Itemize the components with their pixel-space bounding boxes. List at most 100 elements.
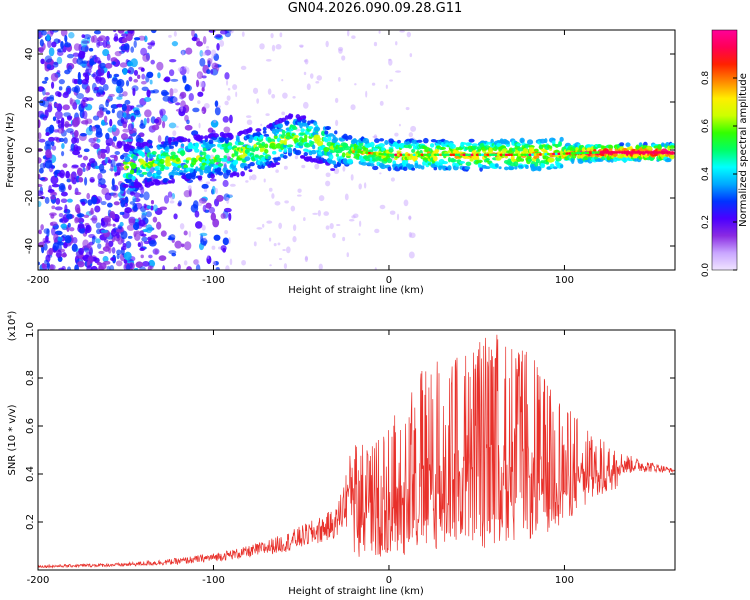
spectrogram-noise-blob [351, 35, 356, 39]
spectrogram-noise-blob [259, 43, 265, 50]
spectrogram-noise-blob [38, 48, 44, 52]
spectrogram-noise-blob [135, 230, 140, 234]
spectrogram-noise-blob [203, 103, 210, 109]
spectrogram-noise-blob [114, 33, 119, 41]
spectrogram-noise-blob [38, 167, 44, 174]
spectrogram-noise-blob [95, 196, 103, 204]
spectrogram-ridge-blob [505, 140, 510, 145]
spectrogram-noise-blob [105, 62, 113, 69]
spectrogram-ridge-blob [526, 139, 534, 145]
spectrogram-ridge-blob [466, 166, 471, 170]
spectrogram-noise-blob [279, 32, 283, 38]
spectrogram-noise-blob [143, 203, 147, 209]
spectrogram-ridge-core [533, 153, 538, 156]
spectrogram-noise-blob [133, 267, 139, 270]
spectrogram-ridge-blob [232, 167, 238, 173]
spectrogram-noise-blob [60, 30, 68, 37]
spectrogram-ridge-core [417, 153, 422, 157]
spectrogram-ridge-blob [537, 166, 542, 172]
spectrogram-noise-blob [323, 211, 330, 216]
spectrogram-noise-blob [265, 58, 272, 62]
spectrogram-noise-blob [61, 143, 65, 150]
spectrogram-noise-blob [150, 200, 155, 205]
spectrogram-ridge-blob [669, 145, 675, 149]
spectrogram-noise-blob [157, 72, 161, 79]
spectrogram-y-tick-label: 40 [24, 48, 35, 61]
spectrogram-noise-blob [379, 204, 386, 210]
spectrogram-noise-blob [222, 179, 229, 188]
spectrogram-noise-blob [119, 62, 128, 68]
spectrogram-ridge-blob [432, 155, 438, 162]
spectrogram-noise-blob [203, 237, 207, 242]
spectrogram-noise-blob [409, 232, 416, 239]
spectrogram-ridge-blob [473, 155, 479, 160]
spectrogram-ridge-blob [447, 156, 452, 163]
spectrogram-noise-blob [206, 45, 210, 49]
spectrogram-noise-blob [180, 105, 184, 112]
spectrogram-noise-blob [173, 213, 178, 220]
spectrogram-ridge-blob [321, 130, 326, 137]
spectrogram-noise-blob [150, 265, 154, 270]
spectrogram-ridge-blob [248, 127, 253, 132]
spectrogram-noise-blob [122, 128, 131, 133]
spectrogram-noise-blob [178, 200, 182, 207]
spectrogram-noise-blob [133, 231, 137, 237]
spectrogram-noise-blob [95, 238, 101, 244]
spectrogram-ridge-blob [194, 148, 200, 153]
spectrogram-noise-blob [124, 207, 132, 214]
spectrogram-ridge-blob [328, 154, 334, 160]
spectrogram-noise-blob [152, 204, 158, 212]
spectrogram-noise-blob [102, 40, 108, 48]
spectrogram-ridge-blob [327, 135, 332, 142]
spectrogram-noise-blob [95, 74, 102, 84]
spectrogram-noise-blob [72, 236, 78, 244]
spectrogram-noise-blob [93, 86, 99, 91]
spectrogram-ridge-core [515, 153, 519, 157]
spectrogram-noise-blob [281, 111, 286, 116]
spectrogram-noise-blob [198, 122, 201, 129]
spectrogram-ridge-blob [261, 141, 266, 146]
spectrogram-ridge-blob [434, 148, 440, 153]
spectrogram-noise-blob [133, 192, 141, 198]
spectrogram-ridge-blob [360, 161, 368, 166]
spectrogram-noise-blob [395, 70, 401, 73]
spectrogram-noise-blob [170, 78, 179, 82]
spectrogram-noise-blob [39, 177, 46, 181]
spectrogram-noise-blob [132, 196, 137, 203]
spectrogram-ridge-blob [141, 141, 148, 147]
spectrogram-noise-blob [405, 106, 410, 111]
spectrogram-noise-blob [90, 142, 98, 148]
spectrogram-noise-blob [292, 236, 297, 243]
spectrogram-noise-blob [100, 200, 107, 206]
spectrogram-noise-blob [81, 78, 89, 85]
spectrogram-ridge-core [541, 153, 546, 156]
spectrogram-noise-blob [136, 104, 144, 108]
spectrogram-noise-blob [133, 40, 137, 48]
spectrogram-noise-blob [54, 90, 61, 97]
spectrogram-noise-blob [110, 257, 116, 262]
spectrogram-noise-blob [54, 206, 63, 211]
spectrogram-noise-blob [54, 110, 63, 120]
spectrogram-noise-blob [55, 197, 61, 205]
spectrogram-noise-blob [79, 198, 85, 203]
spectrogram-noise-blob [76, 92, 85, 100]
spectrogram-noise-blob [66, 53, 74, 59]
spectrogram-ridge-core [494, 153, 498, 157]
spectrogram-ridge-blob [484, 158, 491, 161]
spectrogram-noise-blob [39, 39, 44, 47]
spectrogram-noise-blob [128, 218, 136, 226]
spectrogram-y-tick-label: -20 [24, 190, 35, 206]
spectrogram-noise-blob [78, 247, 85, 255]
spectrogram-ridge-blob [229, 134, 234, 140]
spectrogram-noise-blob [162, 265, 166, 270]
spectrogram-ridge-blob [262, 130, 267, 134]
spectrogram-noise-blob [365, 90, 368, 98]
spectrogram-noise-blob [119, 211, 125, 216]
spectrogram-noise-blob [268, 237, 272, 242]
spectrogram-noise-blob [132, 203, 138, 209]
spectrogram-ridge-core [560, 152, 564, 155]
spectrogram-noise-blob [172, 130, 177, 137]
spectrogram-ridge-blob [198, 177, 202, 181]
spectrogram-noise-blob [48, 47, 55, 57]
spectrogram-ridge-core [444, 153, 448, 157]
